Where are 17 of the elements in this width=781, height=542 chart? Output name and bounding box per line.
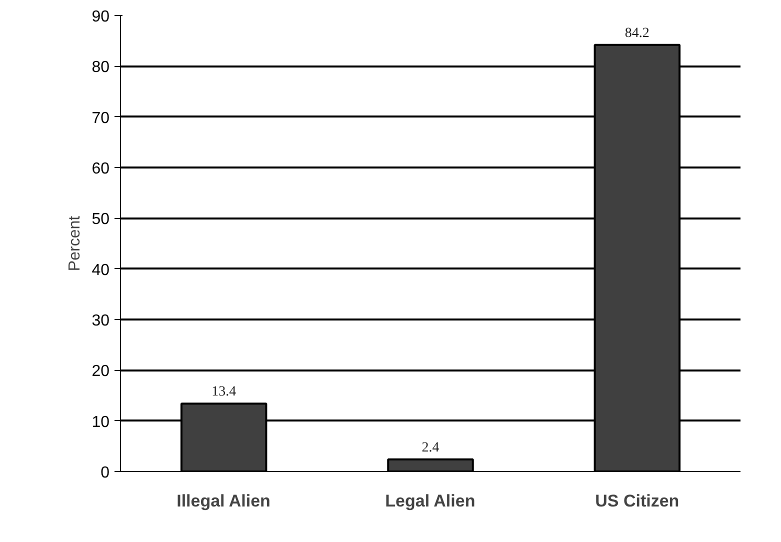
y-axis-title: Percent [66, 215, 84, 272]
y-tick-label: 90 [92, 8, 110, 26]
y-tick-label: 20 [92, 363, 110, 380]
y-tick-label: 70 [92, 110, 110, 127]
y-tick-label: 80 [92, 59, 110, 76]
y-tick-label: 50 [92, 211, 110, 228]
data-label: 84.2 [624, 26, 650, 41]
y-tick-label: 0 [100, 464, 110, 482]
data-label: 2.4 [422, 440, 440, 456]
y-tick-label: 10 [92, 414, 110, 431]
x-tick-label: US Citizen [595, 492, 680, 510]
x-tick-label: Legal Alien [385, 492, 476, 510]
y-tick-label: 30 [92, 312, 110, 330]
y-tick-label: 40 [92, 262, 110, 279]
y-tick-label: 60 [92, 160, 110, 178]
data-label: 13.4 [212, 384, 236, 400]
x-tick-label: Illegal Alien [176, 492, 270, 510]
